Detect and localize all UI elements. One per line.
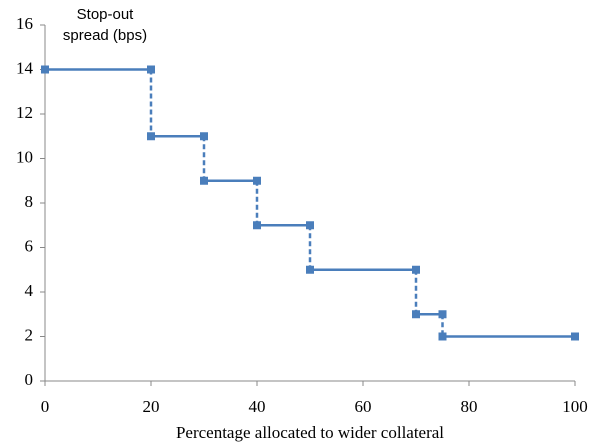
y-axis-label: Stop-out spread (bps) [62, 6, 148, 44]
point-marker [147, 132, 155, 141]
y-tick-label: 16 [16, 14, 33, 33]
x-tick-label: 0 [41, 397, 50, 416]
x-tick-label: 60 [355, 397, 372, 416]
x-tick-label: 80 [461, 397, 478, 416]
point-marker [412, 310, 420, 319]
y-tick-label: 8 [25, 192, 34, 211]
y-tick-label: 14 [16, 58, 34, 77]
x-tick-label: 20 [143, 397, 160, 416]
y-tick-label: 0 [25, 370, 34, 389]
x-axis-label: Percentage allocated to wider collateral [176, 423, 444, 442]
point-marker [412, 265, 420, 274]
y-tick-label: 6 [25, 236, 34, 255]
point-marker [41, 65, 49, 74]
point-marker [306, 221, 314, 230]
x-tick-label: 40 [249, 397, 266, 416]
y-tick-label: 2 [25, 325, 34, 344]
point-marker [200, 176, 208, 185]
point-marker [438, 332, 447, 341]
point-marker [438, 310, 447, 319]
y-tick-label: 4 [25, 281, 34, 300]
point-marker [253, 176, 261, 185]
point-marker [571, 332, 579, 341]
point-marker [253, 221, 261, 230]
point-marker [147, 65, 155, 74]
y-tick-label: 10 [16, 147, 33, 166]
x-tick-label: 100 [562, 397, 588, 416]
y-tick-label: 12 [16, 103, 33, 122]
point-marker [306, 265, 314, 274]
point-marker [200, 132, 208, 141]
